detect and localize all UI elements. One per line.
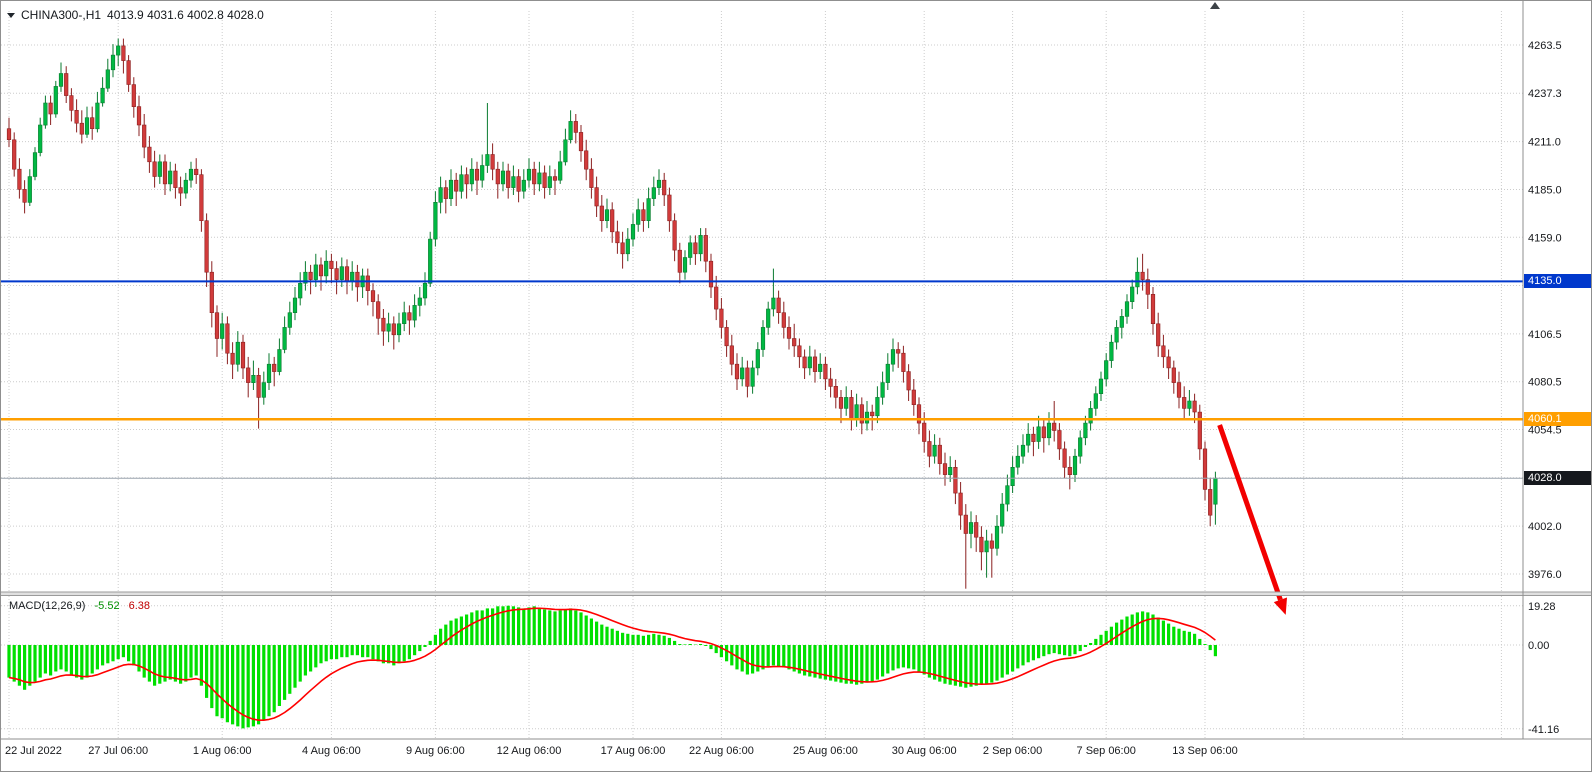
scroll-position-marker[interactable]: [1210, 2, 1220, 9]
svg-text:2 Sep 06:00: 2 Sep 06:00: [983, 745, 1042, 757]
candles-layer: [6, 38, 1218, 589]
level-lines[interactable]: [1, 280, 1523, 479]
macd-indicator-label: MACD(12,26,9) -5.52 6.38: [9, 600, 150, 612]
svg-text:7 Sep 06:00: 7 Sep 06:00: [1077, 745, 1136, 757]
pane-divider[interactable]: [1, 589, 1591, 598]
svg-text:12 Aug 06:00: 12 Aug 06:00: [497, 745, 562, 757]
price-tag-current-price: 4028.0: [1524, 471, 1591, 485]
svg-text:4106.5: 4106.5: [1528, 329, 1562, 341]
trend-arrow[interactable]: [1217, 424, 1287, 615]
svg-text:4211.0: 4211.0: [1528, 137, 1561, 149]
macd-name: MACD(12,26,9): [9, 600, 86, 612]
chart-title: CHINA300-,H1 4013.9 4031.6 4002.8 4028.0: [7, 8, 264, 22]
time-axis-labels[interactable]: 22 Jul 2022 27 Jul 06:00 1 Aug 06:00 4 Aug …: [5, 745, 1238, 757]
svg-text:25 Aug 06:00: 25 Aug 06:00: [793, 745, 858, 757]
price-tag-resistance-4135: 4135.0: [1524, 274, 1591, 288]
svg-text:22 Aug 06:00: 22 Aug 06:00: [689, 745, 754, 757]
svg-text:19.28: 19.28: [1528, 601, 1556, 613]
svg-text:30 Aug 06:00: 30 Aug 06:00: [892, 745, 957, 757]
macd-axis-labels: 19.28 0.00 -41.16: [1528, 601, 1559, 736]
svg-text:-41.16: -41.16: [1528, 724, 1559, 736]
symbol-dropdown-icon[interactable]: [7, 12, 15, 18]
svg-text:4263.5: 4263.5: [1528, 40, 1562, 52]
price-tag-support-4060: 4060.1: [1524, 412, 1591, 426]
svg-text:4054.5: 4054.5: [1528, 425, 1562, 437]
svg-text:4185.0: 4185.0: [1528, 184, 1562, 196]
svg-text:0.00: 0.00: [1528, 640, 1549, 652]
svg-text:1 Aug 06:00: 1 Aug 06:00: [193, 745, 252, 757]
svg-text:4080.5: 4080.5: [1528, 377, 1562, 389]
symbol-timeframe-label: CHINA300-,H1: [21, 8, 102, 22]
svg-text:4159.0: 4159.0: [1528, 232, 1562, 244]
svg-text:4 Aug 06:00: 4 Aug 06:00: [302, 745, 361, 757]
macd-main-value: -5.52: [94, 600, 120, 612]
svg-text:27 Jul 06:00: 27 Jul 06:00: [88, 745, 148, 757]
svg-text:3976.0: 3976.0: [1528, 569, 1562, 581]
svg-text:9 Aug 06:00: 9 Aug 06:00: [406, 745, 465, 757]
price-axis-labels[interactable]: 4263.5 4237.3 4211.0 4185.0 4159.0 4106.5 4080…: [1528, 40, 1562, 581]
svg-text:22 Jul 2022: 22 Jul 2022: [5, 745, 62, 757]
svg-text:13 Sep 06:00: 13 Sep 06:00: [1172, 745, 1237, 757]
macd-signal-value: 6.38: [128, 600, 151, 612]
ohlc-values: 4013.9 4031.6 4002.8 4028.0: [107, 8, 264, 22]
grid-layer: [1, 11, 1523, 739]
svg-text:4002.0: 4002.0: [1528, 521, 1562, 533]
macd-histogram-layer: [7, 605, 1218, 729]
macd-signal-line: [8, 607, 1216, 722]
svg-text:4237.3: 4237.3: [1528, 88, 1562, 100]
frame-lines: [1, 1, 1591, 740]
svg-text:17 Aug 06:00: 17 Aug 06:00: [601, 745, 666, 757]
